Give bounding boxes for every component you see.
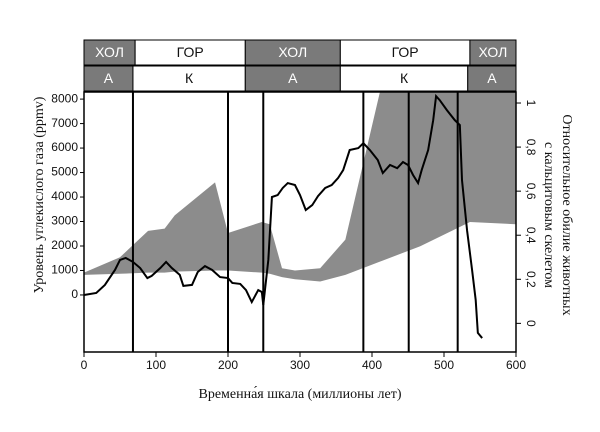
area	[84, 92, 516, 282]
band-cell	[467, 65, 517, 92]
band-cell	[83, 39, 136, 66]
band-label: А	[104, 70, 114, 86]
band-label: ХОЛ	[479, 44, 508, 60]
y-tick-label: 4000	[51, 189, 78, 203]
y-tick-label: 5000	[51, 165, 78, 179]
x-tick-label: 600	[506, 358, 526, 372]
x-tick-label: 100	[146, 358, 166, 372]
x-tick-label: 200	[218, 358, 238, 372]
band-label: К	[400, 70, 409, 86]
y2-tick-label: 0,2	[524, 271, 538, 288]
x-axis-label: Временна́я шкала (миллионы лет)	[198, 385, 401, 402]
y2-tick-label: 0	[524, 320, 538, 327]
y-tick-label: 3000	[51, 214, 78, 228]
x-tick-label: 300	[290, 358, 310, 372]
y-axis-label: Уровень углекислого газа (ppmv)	[32, 96, 47, 293]
y-tick-label: 2000	[51, 238, 78, 252]
y-tick-label: 0	[71, 287, 78, 301]
y2-axis-label: с кальцитовым скелетом	[541, 142, 556, 288]
y2-tick-label: 0,8	[524, 139, 538, 156]
y2-tick-label: 0,6	[524, 183, 538, 200]
band-cell	[244, 39, 341, 66]
y-tick-label: 7000	[51, 116, 78, 130]
band-cell	[469, 39, 517, 66]
y2-tick-label: 0,4	[524, 227, 538, 244]
band-label: ГОР	[177, 44, 204, 60]
band-label: К	[185, 70, 194, 86]
band-cell	[339, 65, 469, 92]
x-tick-label: 400	[362, 358, 382, 372]
band-label: ГОР	[392, 44, 419, 60]
y2-axis-label: Относительное обилие животных	[559, 114, 574, 315]
co2-line	[83, 93, 483, 339]
band-label: А	[487, 70, 497, 86]
y-tick-label: 1000	[51, 263, 78, 277]
band-label: ХОЛ	[278, 44, 307, 60]
band-label: А	[288, 70, 298, 86]
x-tick-label: 0	[81, 358, 88, 372]
x-tick-label: 500	[434, 358, 454, 372]
y-tick-label: 6000	[51, 140, 78, 154]
y2-tick-label: 1	[524, 100, 538, 107]
y-tick-label: 8000	[51, 91, 78, 105]
band-label: ХОЛ	[95, 44, 124, 60]
band-cell	[134, 39, 246, 66]
band-cell	[244, 65, 341, 92]
